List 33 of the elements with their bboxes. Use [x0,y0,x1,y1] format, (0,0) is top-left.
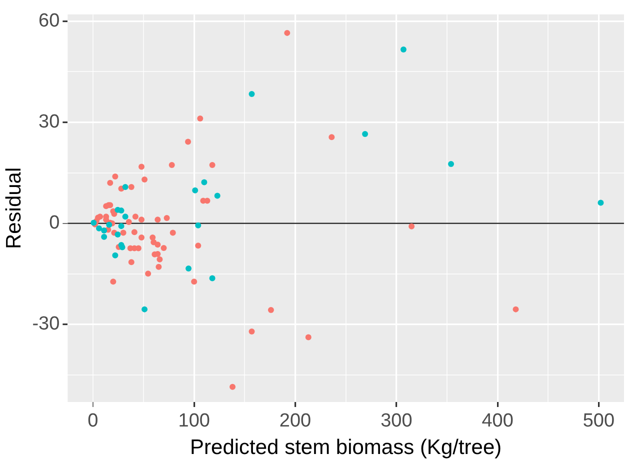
y-tick-label: -30 [32,314,60,335]
point [192,187,198,194]
point [214,192,220,199]
point [122,184,128,190]
point [112,252,118,258]
y-axis-title: Residual [2,167,26,250]
x-tick-label: 300 [380,410,412,432]
point [142,306,148,312]
x-tick-label: 0 [88,410,98,432]
y-tick-label: 60 [38,10,60,32]
point [186,266,192,272]
x-tick-label: 200 [279,410,312,432]
point [101,234,108,240]
y-tick-label: 30 [38,111,60,132]
point [101,227,108,234]
point [400,46,406,52]
x-tick-label: 100 [178,410,210,432]
x-axis-title: Predicted stem biomass (Kg/tree) [190,436,502,460]
point [195,222,202,228]
point [122,214,128,220]
point [96,225,102,232]
x-tick-label: 400 [482,410,514,432]
point [114,231,121,238]
point [201,179,208,186]
point [362,131,368,138]
point [118,223,124,230]
point [119,244,126,250]
point [448,161,454,168]
point [209,275,216,282]
y-tick-label: 0 [49,212,60,234]
point [598,200,604,206]
point [248,90,255,97]
x-tick-label: 500 [582,410,615,432]
